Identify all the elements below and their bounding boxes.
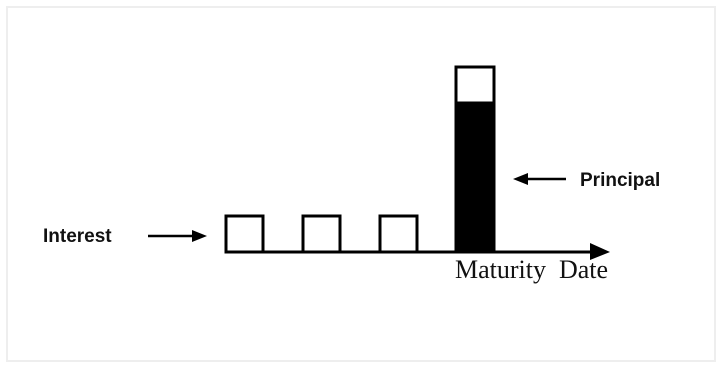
interest-payment-3 bbox=[378, 214, 419, 254]
principal-payment bbox=[454, 101, 496, 254]
diagram-frame bbox=[6, 6, 716, 362]
final-interest-payment bbox=[454, 65, 496, 105]
principal-label: Principal bbox=[580, 170, 660, 191]
principal-arrowhead bbox=[513, 173, 528, 185]
time-axis-arrowhead bbox=[590, 243, 610, 260]
maturity-date-label: Maturity Date bbox=[455, 255, 608, 284]
interest-payment-1 bbox=[224, 214, 265, 254]
interest-payment-2 bbox=[301, 214, 342, 254]
interest-arrowhead bbox=[192, 230, 207, 242]
interest-label: Interest bbox=[43, 226, 112, 247]
